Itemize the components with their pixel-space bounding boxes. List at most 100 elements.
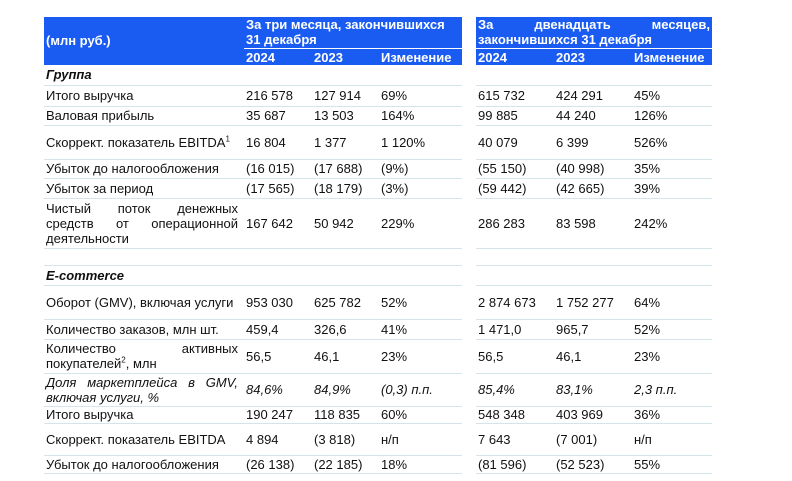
- blank-cell: [476, 65, 712, 86]
- col-header-2024-year: 2024: [476, 48, 554, 65]
- value-y-2024: (59 442): [476, 178, 554, 199]
- row-label-text: Итого выручка: [46, 407, 134, 422]
- col-header-2023: 2023: [312, 48, 379, 65]
- blank-cell: [44, 248, 462, 266]
- value-q-2023: (3 818): [312, 423, 379, 456]
- value-q-change: (0,3) п.п.: [379, 373, 462, 407]
- value-q-2024: 190 247: [244, 406, 312, 424]
- table-row: Валовая прибыль 35 687 13 503 164% 99 885 44 …: [44, 106, 712, 126]
- value-q-2024: 4 894: [244, 423, 312, 456]
- value-y-change: 64%: [632, 285, 712, 320]
- value-q-2023: 326,6: [312, 319, 379, 340]
- value-y-change: 39%: [632, 178, 712, 199]
- value-q-change: (9%): [379, 159, 462, 179]
- row-label-suffix: , млн: [125, 356, 157, 371]
- value-y-2024: (81 596): [476, 455, 554, 474]
- value-y-2024: 99 885: [476, 106, 554, 126]
- value-q-2023: 127 914: [312, 85, 379, 107]
- value-y-2024: 615 732: [476, 85, 554, 107]
- value-q-2024: 16 804: [244, 125, 312, 160]
- table-row: Чистый поток денежных средств от операци…: [44, 198, 712, 249]
- gap: [462, 406, 476, 423]
- value-y-change: 242%: [632, 198, 712, 249]
- value-q-2024: 84,6%: [244, 373, 312, 407]
- row-label: Итого выручка: [44, 85, 244, 107]
- table-row: Количество активных покупателей2, млн 56,…: [44, 339, 712, 374]
- gap: [462, 125, 476, 159]
- gap: [462, 178, 476, 198]
- footnote-marker: 1: [225, 134, 230, 144]
- row-label: Оборот (GMV), включая услуги: [44, 285, 244, 320]
- value-y-change: 126%: [632, 106, 712, 126]
- value-q-change: (3%): [379, 178, 462, 199]
- period-quarter-header: За три месяца, закончившихся 31 декабря: [244, 17, 462, 49]
- table-row: Оборот (GMV), включая услуги 953 030 625 7…: [44, 285, 712, 320]
- value-y-2024: (55 150): [476, 159, 554, 179]
- gap: [462, 455, 476, 473]
- gap: [462, 106, 476, 125]
- value-y-2023: (7 001): [554, 423, 632, 456]
- col-header-2024: 2024: [244, 48, 312, 65]
- section-row: Группа: [44, 65, 712, 86]
- value-y-change: 55%: [632, 455, 712, 474]
- row-label: Скоррект. показатель EBITDA1: [44, 125, 244, 160]
- unit-label: (млн руб.): [44, 17, 244, 65]
- table-row: Убыток за период (17 565) (18 179) (3%) (59 …: [44, 178, 712, 199]
- value-q-change: 23%: [379, 339, 462, 374]
- table-row: Скоррект. показатель EBITDA1 16 804 1 377 1…: [44, 125, 712, 160]
- value-y-change: 36%: [632, 406, 712, 424]
- row-label: Чистый поток денежных средств от операци…: [44, 198, 244, 249]
- value-q-2024: (17 565): [244, 178, 312, 199]
- value-q-change: 164%: [379, 106, 462, 126]
- col-header-2023-year: 2023: [554, 48, 632, 65]
- table-row: Скоррект. показатель EBITDA 4 894 (3 818) н…: [44, 423, 712, 456]
- value-y-2023: (42 665): [554, 178, 632, 199]
- value-y-2024: 85,4%: [476, 373, 554, 407]
- gap: [462, 285, 476, 319]
- section-row: E-commerce: [44, 265, 712, 286]
- row-label: Убыток до налогообложения: [44, 455, 244, 474]
- table-row: Доля маркетплейса в GMV, включая услуги,…: [44, 373, 712, 407]
- row-label: Количество активных покупателей2, млн: [44, 339, 244, 374]
- row-label-text: Валовая прибыль: [46, 108, 155, 123]
- gap: [462, 159, 476, 178]
- row-label: Скоррект. показатель EBITDA: [44, 423, 244, 456]
- value-q-2023: 118 835: [312, 406, 379, 424]
- row-label-text: Убыток до налогообложения: [46, 456, 219, 472]
- value-q-2024: (16 015): [244, 159, 312, 179]
- gap: [462, 265, 476, 285]
- value-y-2024: 40 079: [476, 125, 554, 160]
- value-q-2024: (26 138): [244, 455, 312, 474]
- value-y-change: 52%: [632, 319, 712, 340]
- gap: [462, 339, 476, 373]
- gap: [462, 198, 476, 248]
- value-y-change: 45%: [632, 85, 712, 107]
- gap: [462, 85, 476, 106]
- value-y-2023: (40 998): [554, 159, 632, 179]
- row-label: Итого выручка: [44, 406, 244, 424]
- footnote-marker: 2: [121, 355, 126, 365]
- value-q-change: 52%: [379, 285, 462, 320]
- value-q-2024: 35 687: [244, 106, 312, 126]
- value-y-2023: 1 752 277: [554, 285, 632, 320]
- value-y-change: н/п: [632, 423, 712, 456]
- value-q-change: 41%: [379, 319, 462, 340]
- value-y-2024: 286 283: [476, 198, 554, 249]
- gap: [462, 248, 476, 265]
- section-label: Группа: [44, 65, 462, 86]
- value-y-2024: 1 471,0: [476, 319, 554, 340]
- value-y-change: 23%: [632, 339, 712, 374]
- value-y-2024: 2 874 673: [476, 285, 554, 320]
- value-y-2024: 7 643: [476, 423, 554, 456]
- table-row: Количество заказов, млн шт. 459,4 326,6 41%…: [44, 319, 712, 340]
- value-q-2023: 625 782: [312, 285, 379, 320]
- value-q-2024: 953 030: [244, 285, 312, 320]
- col-header-change: Изменение: [379, 48, 462, 65]
- value-y-2023: 83,1%: [554, 373, 632, 407]
- value-q-change: н/п: [379, 423, 462, 456]
- value-q-2023: (17 688): [312, 159, 379, 179]
- row-label: Убыток за период: [44, 178, 244, 199]
- row-label-text: Убыток до налогообложения: [46, 161, 219, 176]
- value-q-2023: 13 503: [312, 106, 379, 126]
- row-label-text: Количество активных покупателей: [46, 341, 238, 371]
